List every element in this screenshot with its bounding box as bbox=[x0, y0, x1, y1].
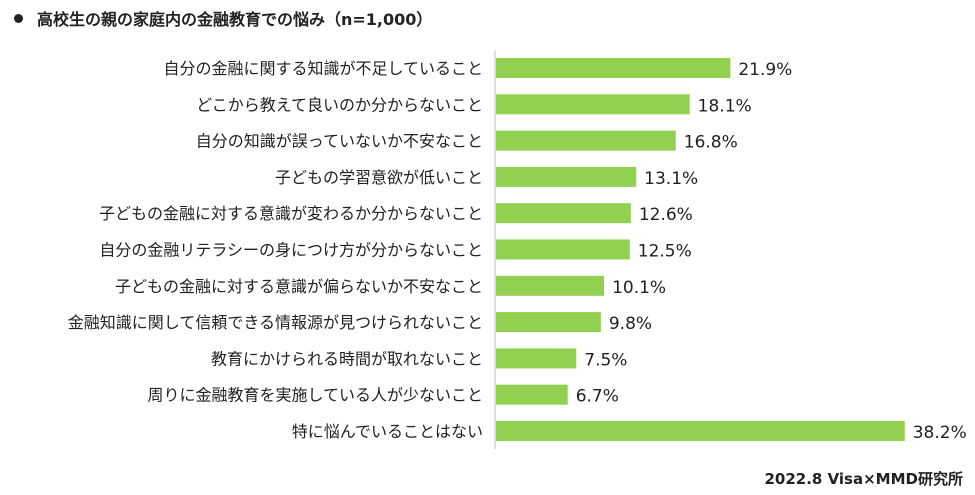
category-label: 自分の知識が誤っていないか不安なこと bbox=[196, 132, 483, 151]
bullet-icon bbox=[14, 13, 23, 23]
value-label: 7.5% bbox=[584, 350, 627, 370]
source-credit: 2022.8 Visa×MMD研究所 bbox=[764, 470, 963, 488]
category-label: 金融知識に関して信頼できる情報源が見つけられないこと bbox=[68, 313, 483, 332]
category-label: 自分の金融リテラシーの身につけ方が分からないこと bbox=[99, 241, 483, 260]
value-label: 10.1% bbox=[612, 278, 666, 298]
bar bbox=[496, 130, 676, 151]
bar bbox=[496, 203, 631, 224]
bar bbox=[496, 384, 568, 405]
value-label: 12.5% bbox=[638, 242, 692, 262]
bar bbox=[496, 275, 605, 296]
category-label: 特に悩んでいることはない bbox=[292, 422, 483, 441]
value-label: 21.9% bbox=[738, 60, 792, 80]
bar bbox=[496, 239, 630, 260]
bar bbox=[496, 312, 601, 333]
category-label: 周りに金融教育を実施している人が少ないこと bbox=[147, 386, 483, 405]
category-label: 教育にかけられる時間が取れないこと bbox=[211, 349, 483, 368]
category-label: 自分の金融に関する知識が不足していること bbox=[163, 59, 483, 78]
chart-title-row: 高校生の親の家庭内の金融教育での悩み（n=1,000） bbox=[8, 6, 432, 30]
bar bbox=[496, 94, 690, 115]
bar bbox=[496, 348, 577, 369]
category-label: 子どもの金融に対する意識が偏らないか不安なこと bbox=[115, 277, 483, 296]
value-label: 12.6% bbox=[639, 205, 693, 225]
value-label: 18.1% bbox=[698, 96, 752, 116]
category-label: どこから教えて良いのか分からないこと bbox=[196, 95, 483, 114]
bar bbox=[496, 58, 731, 78]
value-label: 38.2% bbox=[913, 423, 967, 443]
chart-title: 高校生の親の家庭内の金融教育での悩み（n=1,000） bbox=[37, 10, 433, 29]
value-label: 6.7% bbox=[576, 387, 619, 407]
bar bbox=[496, 166, 637, 187]
category-label: 子どもの金融に対する意識が変わるか分からないこと bbox=[99, 204, 483, 223]
value-label: 9.8% bbox=[609, 314, 652, 334]
bar bbox=[496, 421, 905, 441]
category-label: 子どもの学習意欲が低いこと bbox=[275, 168, 483, 187]
value-label: 16.8% bbox=[684, 133, 738, 153]
value-label: 13.1% bbox=[644, 169, 698, 189]
